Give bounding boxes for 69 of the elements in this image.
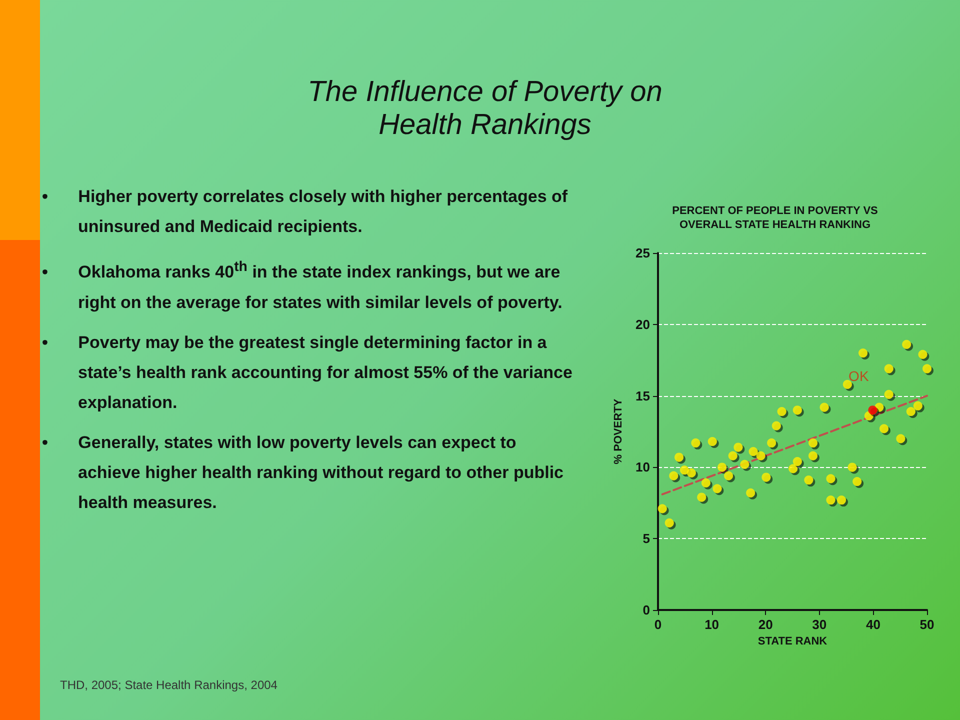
point [701, 478, 710, 488]
point [808, 451, 818, 460]
point [748, 446, 758, 456]
point [746, 488, 756, 498]
point [658, 504, 667, 514]
point [777, 407, 786, 416]
point [756, 451, 766, 460]
point [913, 401, 922, 410]
y-tick-label: 5 [642, 531, 650, 546]
point [902, 340, 912, 349]
point [767, 438, 776, 448]
point [772, 421, 781, 430]
point [697, 492, 706, 502]
point [868, 406, 878, 415]
y-axis-title: % POVERTY [612, 398, 624, 464]
point [848, 462, 857, 472]
point [804, 476, 814, 485]
x-tick-label: 10 [704, 617, 720, 632]
point [664, 518, 674, 528]
text: • Generally, states with low poverty levels can expect to achieve higher health ranking without regard to other public health measures. [42, 432, 565, 514]
point [918, 350, 928, 359]
point [826, 474, 836, 484]
point [712, 484, 722, 494]
point [669, 471, 678, 480]
point [680, 466, 689, 475]
point [858, 348, 868, 358]
point [852, 476, 862, 486]
point [879, 424, 888, 434]
point [788, 464, 798, 474]
point [792, 456, 802, 466]
point [836, 496, 846, 505]
y-tick-label: 15 [636, 388, 650, 404]
chart-subtitle: PERCENT OF PEOPLE IN POVERTY VS OVERALL STATE HEALTH RANKING [672, 205, 878, 231]
x-axis-title: STATE RANK [758, 636, 828, 648]
x-tick-label: 30 [812, 617, 827, 632]
point [884, 390, 894, 399]
point [922, 364, 932, 374]
point [691, 438, 700, 448]
y-tick-label: 0 [642, 602, 650, 618]
text: • Oklahoma ranks 40$^{th}$ in the state index rankings, but we are right on the average for states with similar levels of poverty. [42, 258, 564, 314]
text: • Higher poverty correlates closely with higher percentages of uninsured and Medicaid recipients. [42, 186, 569, 238]
text: THD, 2005; State Health Rankings, 2004 [60, 678, 278, 692]
point [792, 406, 802, 415]
point [896, 434, 906, 444]
annotation: OK [848, 368, 870, 384]
x-tick-label: 0 [654, 617, 662, 632]
point [826, 496, 836, 505]
point [708, 437, 717, 446]
x-tick-label: 40 [866, 617, 880, 632]
point [906, 407, 916, 416]
point [728, 451, 738, 460]
point [884, 364, 894, 374]
point [740, 460, 750, 469]
y-tick-label: 10 [636, 460, 650, 475]
x-tick-label: 20 [758, 617, 773, 632]
point [674, 452, 684, 462]
point [724, 471, 733, 480]
x-tick-label: 50 [920, 617, 934, 632]
point [718, 462, 727, 472]
point [762, 472, 771, 482]
point [734, 442, 743, 452]
text: • Poverty may be the greatest single determining factor in a state’s health rank accounting for almost 55% of the variance explanation. [42, 332, 574, 414]
point [842, 380, 852, 389]
chart-title: The Influence of Poverty on Health Rankings [306, 76, 664, 142]
point [686, 468, 696, 478]
y-tick-label: 25 [636, 246, 650, 260]
point [820, 402, 829, 412]
point [808, 438, 818, 448]
y-tick-label: 20 [636, 316, 650, 332]
